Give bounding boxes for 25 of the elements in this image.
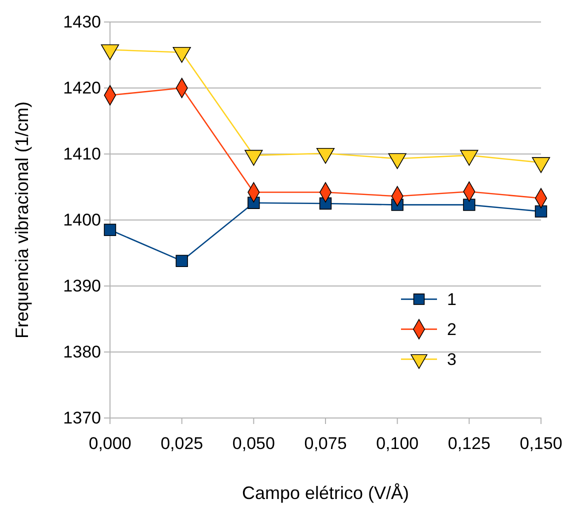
point <box>463 198 476 211</box>
x-tick-label: 0,025 <box>160 434 204 454</box>
x-tick-label: 0,075 <box>304 434 347 454</box>
point <box>100 44 120 60</box>
legend-label: 3 <box>447 350 456 370</box>
y-tick-label: 1410 <box>63 144 101 164</box>
point <box>172 46 191 63</box>
point <box>176 254 188 268</box>
point <box>104 224 116 236</box>
y-tick-label: 1400 <box>63 210 101 230</box>
y-tick-label: 1380 <box>63 342 101 362</box>
x-tick-label: 0,100 <box>376 434 419 454</box>
x-tick-label: 0,150 <box>520 434 562 454</box>
y-tick-label: 1370 <box>63 408 101 428</box>
y-tick-label: 1390 <box>63 276 101 296</box>
legend-label: 2 <box>447 320 456 340</box>
legend-label: 1 <box>447 290 456 310</box>
x-tick-label: 0,000 <box>88 434 132 454</box>
x-tick-label: 0,050 <box>232 434 275 454</box>
y-axis-title: Frequencia vibracional (1/cm) <box>12 101 32 339</box>
point <box>534 205 548 218</box>
y-tick-label: 1430 <box>63 12 101 32</box>
y-tick-label: 1420 <box>63 78 101 98</box>
x-tick-label: 0,125 <box>448 434 490 454</box>
x-axis-title: Campo elétrico (V/Å) <box>242 483 410 503</box>
